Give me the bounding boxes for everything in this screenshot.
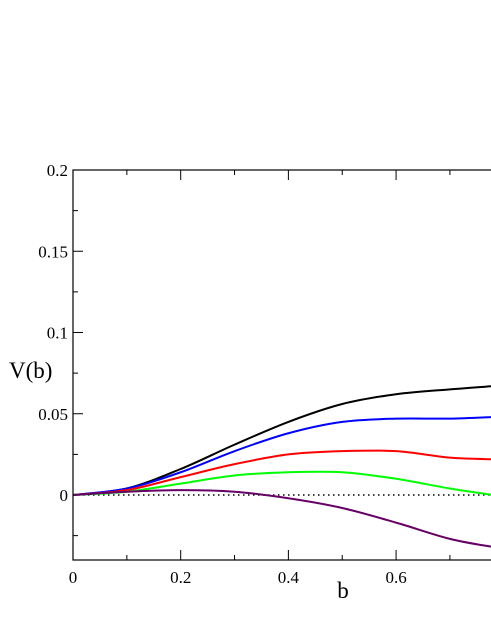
y-tick-label: 0.05: [38, 405, 68, 424]
y-axis-title: V(b): [9, 358, 52, 383]
axis-ticks: 0 0.2 0.4 0.6 0 0.05 0.1 0.15 0.2: [38, 161, 451, 587]
y-tick-label: 0.2: [47, 161, 68, 180]
y-tick-label: 0.1: [47, 324, 68, 343]
series-line-3: [72, 449, 491, 496]
series-line-2: [72, 416, 491, 496]
x-tick-label: 0.4: [278, 568, 300, 587]
series-line-5: [72, 489, 491, 548]
series-line-4: [72, 470, 491, 496]
x-tick-label: 0.2: [170, 568, 191, 587]
x-tick-label: 0: [69, 568, 78, 587]
series-line-1: [72, 385, 491, 496]
x-axis-title: b: [337, 578, 349, 603]
y-tick-label: 0.15: [38, 242, 68, 261]
y-tick-label: 0: [60, 486, 69, 505]
data-series: [72, 385, 491, 548]
x-tick-label: 0.6: [385, 568, 406, 587]
plot-frame: [72, 169, 491, 561]
